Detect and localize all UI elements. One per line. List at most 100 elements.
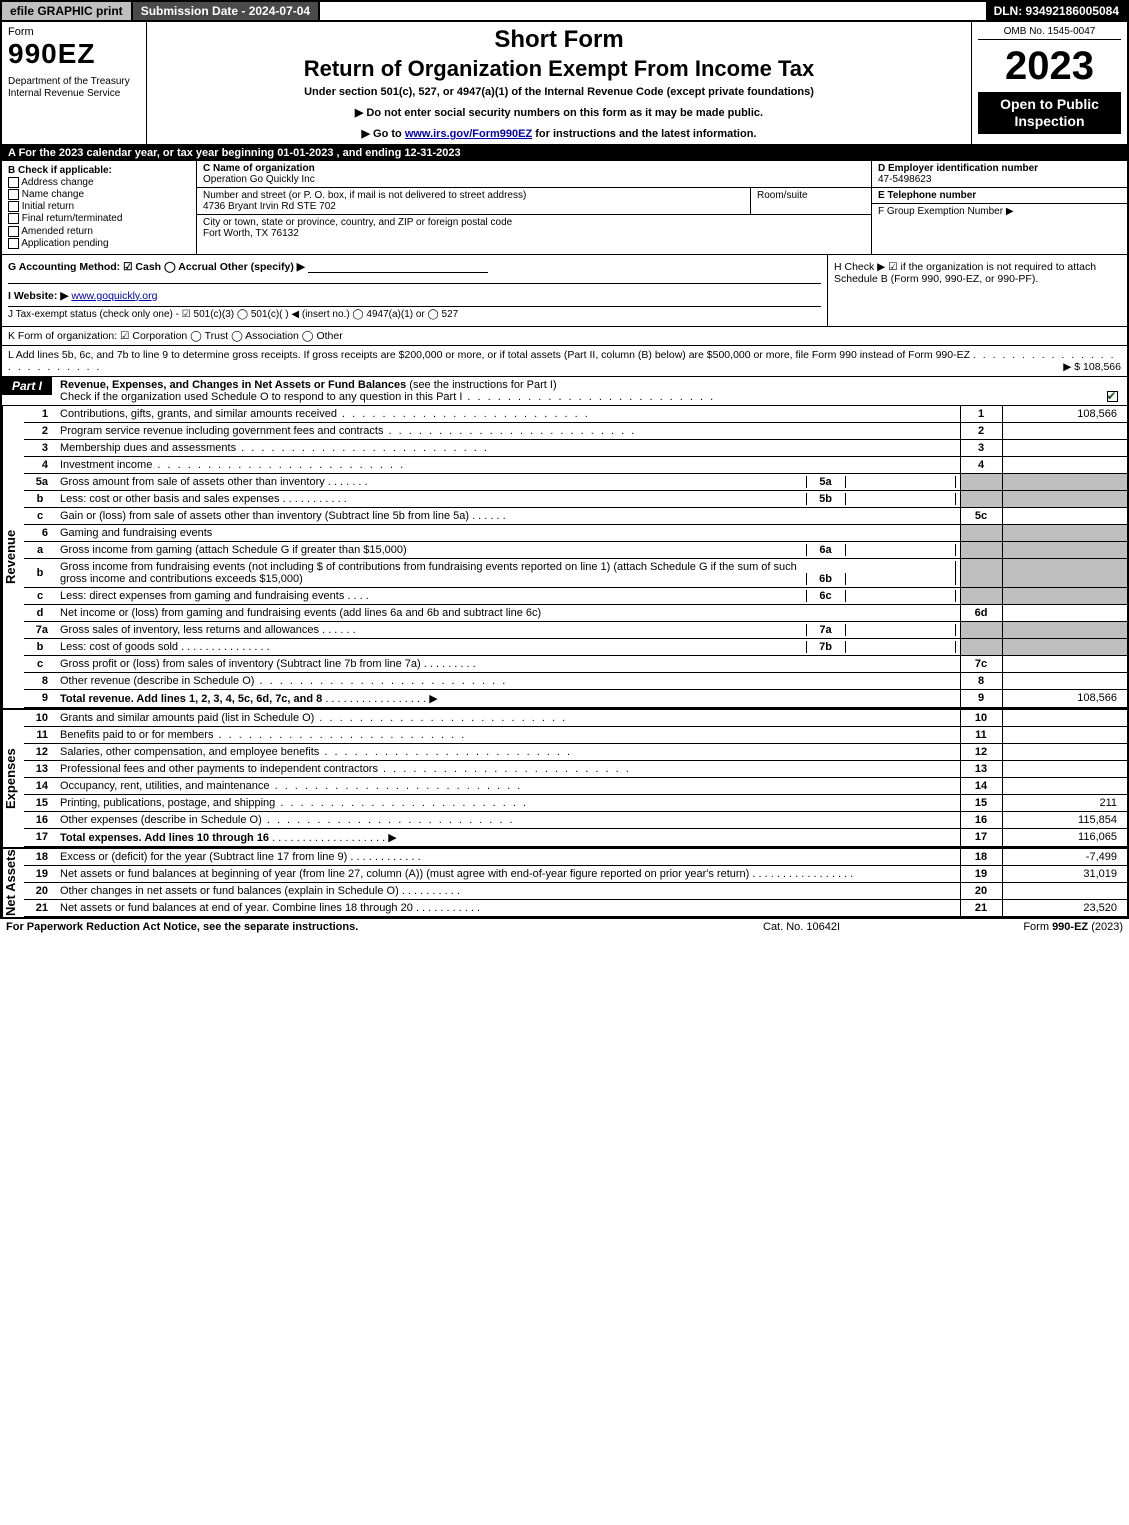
phone-cell: E Telephone number: [872, 188, 1127, 204]
line-19: 19Net assets or fund balances at beginni…: [24, 865, 1127, 882]
org-name-cell: C Name of organization Operation Go Quic…: [197, 161, 871, 188]
line-4: 4 Investment income 4: [24, 456, 1127, 473]
line-14: 14Occupancy, rent, utilities, and mainte…: [24, 777, 1127, 794]
tax-exempt-status: J Tax-exempt status (check only one) - ☑…: [8, 306, 821, 320]
main-title: Return of Organization Exempt From Incom…: [155, 56, 963, 82]
part1-title-wrap: Revenue, Expenses, and Changes in Net As…: [52, 377, 1097, 405]
dln-label: DLN: 93492186005084: [986, 2, 1127, 20]
website-link[interactable]: www.goquickly.org: [71, 290, 157, 302]
part1-check-note: Check if the organization used Schedule …: [60, 391, 462, 403]
accounting-method: G Accounting Method: ☑ Cash ◯ Accrual Ot…: [8, 261, 305, 273]
line-5a: 5a Gross amount from sale of assets othe…: [24, 473, 1127, 490]
part1-tab: Part I: [2, 377, 52, 395]
line-16: 16Other expenses (describe in Schedule O…: [24, 811, 1127, 828]
group-exempt-label: F Group Exemption Number ▶: [878, 206, 1121, 217]
cb-address-change[interactable]: Address change: [8, 177, 190, 188]
line-5c: c Gain or (loss) from sale of assets oth…: [24, 507, 1127, 524]
topbar-spacer: [320, 2, 985, 20]
page-footer: For Paperwork Reduction Act Notice, see …: [0, 919, 1129, 935]
cb-amended-return[interactable]: Amended return: [8, 226, 190, 237]
ein-value: 47-5498623: [878, 174, 1121, 185]
goto-pre: ▶ Go to: [362, 128, 405, 140]
col-b-checkboxes: B Check if applicable: Address change Na…: [2, 161, 197, 254]
topbar: efile GRAPHIC print Submission Date - 20…: [0, 0, 1129, 20]
line-3: 3 Membership dues and assessments 3: [24, 439, 1127, 456]
line-9: 9 Total revenue. Add lines 1, 2, 3, 4, 5…: [24, 689, 1127, 707]
schedule-b-check: H Check ▶ ☑ if the organization is not r…: [834, 261, 1121, 285]
cat-no: Cat. No. 10642I: [763, 921, 963, 933]
part1-title: Revenue, Expenses, and Changes in Net As…: [60, 379, 406, 391]
revenue-section: Revenue 1 Contributions, gifts, grants, …: [2, 406, 1127, 710]
line-15: 15Printing, publications, postage, and s…: [24, 794, 1127, 811]
header-center: Short Form Return of Organization Exempt…: [147, 22, 972, 144]
room-cell: Room/suite: [751, 188, 871, 214]
form-number: 990EZ: [8, 38, 140, 70]
irs-link[interactable]: www.irs.gov/Form990EZ: [405, 128, 532, 140]
tax-year: 2023: [978, 46, 1121, 86]
row-a-period: A For the 2023 calendar year, or tax yea…: [2, 145, 1127, 161]
cb-final-return[interactable]: Final return/terminated: [8, 213, 190, 224]
row-k-org-form: K Form of organization: ☑ Corporation ◯ …: [2, 327, 1127, 346]
line-7a: 7a Gross sales of inventory, less return…: [24, 621, 1127, 638]
row-bcdef: B Check if applicable: Address change Na…: [2, 161, 1127, 255]
cb-initial-return[interactable]: Initial return: [8, 201, 190, 212]
col-b-title: B Check if applicable:: [8, 165, 190, 176]
expenses-section: Expenses 10Grants and similar amounts pa…: [2, 710, 1127, 849]
part1-header: Part I Revenue, Expenses, and Changes in…: [2, 377, 1127, 406]
ein-label: D Employer identification number: [878, 163, 1121, 174]
department-label: Department of the Treasury Internal Reve…: [8, 76, 140, 100]
open-inspection: Open to Public Inspection: [978, 92, 1121, 134]
line-6: 6 Gaming and fundraising events: [24, 524, 1127, 541]
efile-print-button[interactable]: efile GRAPHIC print: [2, 2, 133, 20]
paperwork-notice: For Paperwork Reduction Act Notice, see …: [6, 921, 763, 933]
city-value: Fort Worth, TX 76132: [203, 228, 865, 239]
line-5b: b Less: cost or other basis and sales ex…: [24, 490, 1127, 507]
expenses-side-label: Expenses: [2, 710, 24, 847]
line-20: 20Other changes in net assets or fund ba…: [24, 882, 1127, 899]
line-6d: d Net income or (loss) from gaming and f…: [24, 604, 1127, 621]
website-label: I Website: ▶: [8, 290, 68, 302]
short-form-title: Short Form: [155, 26, 963, 54]
part1-checkbox[interactable]: [1097, 377, 1127, 403]
line-12: 12Salaries, other compensation, and empl…: [24, 743, 1127, 760]
line-2: 2 Program service revenue including gove…: [24, 422, 1127, 439]
revenue-side-label: Revenue: [2, 406, 24, 708]
line-21: 21Net assets or fund balances at end of …: [24, 899, 1127, 916]
form-frame: Form 990EZ Department of the Treasury In…: [0, 20, 1129, 919]
subtitle: Under section 501(c), 527, or 4947(a)(1)…: [155, 86, 963, 98]
col-c-org: C Name of organization Operation Go Quic…: [197, 161, 872, 254]
group-exempt-cell: F Group Exemption Number ▶: [872, 204, 1127, 219]
row-l-text: L Add lines 5b, 6c, and 7b to line 9 to …: [8, 349, 970, 361]
line-8: 8 Other revenue (describe in Schedule O)…: [24, 672, 1127, 689]
form-word: Form: [8, 26, 140, 38]
city-label: City or town, state or province, country…: [203, 217, 865, 228]
line-1: 1 Contributions, gifts, grants, and simi…: [24, 406, 1127, 423]
cb-name-change[interactable]: Name change: [8, 189, 190, 200]
expenses-table: 10Grants and similar amounts paid (list …: [24, 710, 1127, 847]
city-cell: City or town, state or province, country…: [197, 215, 871, 241]
goto-note: ▶ Go to www.irs.gov/Form990EZ for instru…: [155, 127, 963, 140]
org-name-label: C Name of organization: [203, 163, 865, 174]
org-name-value: Operation Go Quickly Inc: [203, 174, 865, 185]
header-left: Form 990EZ Department of the Treasury In…: [2, 22, 147, 144]
row-l-amount: ▶ $ 108,566: [1063, 361, 1121, 373]
line-13: 13Professional fees and other payments t…: [24, 760, 1127, 777]
ssn-warning: ▶ Do not enter social security numbers o…: [155, 106, 963, 119]
line-6c: c Less: direct expenses from gaming and …: [24, 587, 1127, 604]
ein-cell: D Employer identification number 47-5498…: [872, 161, 1127, 188]
line-11: 11Benefits paid to or for members11: [24, 726, 1127, 743]
line-6b: b Gross income from fundraising events (…: [24, 558, 1127, 587]
netassets-section: Net Assets 18Excess or (deficit) for the…: [2, 849, 1127, 917]
addr-value: 4736 Bryant Irvin Rd STE 702: [203, 201, 744, 212]
phone-label: E Telephone number: [878, 190, 1121, 201]
part1-title-note: (see the instructions for Part I): [409, 379, 556, 391]
line-10: 10Grants and similar amounts paid (list …: [24, 710, 1127, 727]
revenue-table: 1 Contributions, gifts, grants, and simi…: [24, 406, 1127, 708]
netassets-table: 18Excess or (deficit) for the year (Subt…: [24, 849, 1127, 917]
submission-date-button[interactable]: Submission Date - 2024-07-04: [133, 2, 320, 20]
cb-application-pending[interactable]: Application pending: [8, 238, 190, 249]
line-18: 18Excess or (deficit) for the year (Subt…: [24, 849, 1127, 866]
room-label: Room/suite: [757, 190, 865, 201]
omb-number: OMB No. 1545-0047: [978, 26, 1121, 40]
netassets-side-label: Net Assets: [2, 849, 24, 917]
